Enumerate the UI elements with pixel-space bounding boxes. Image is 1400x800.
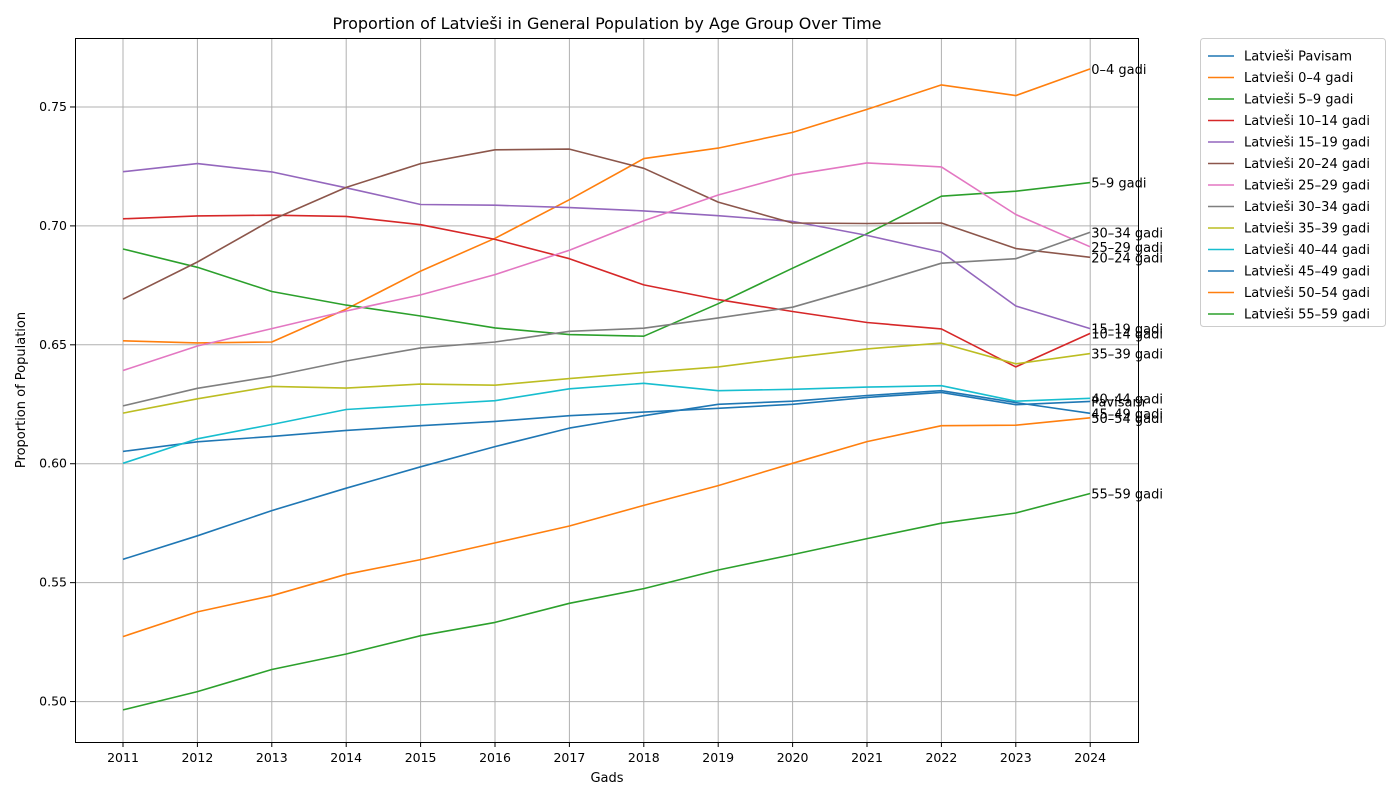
legend-entry-12: Latvieši 55–59 gadi xyxy=(1244,308,1370,323)
y-tick-label: 0.75 xyxy=(39,99,67,114)
legend-entry-10: Latvieši 45–49 gadi xyxy=(1244,265,1370,280)
plot-frame xyxy=(75,38,1139,743)
series-line-8 xyxy=(122,342,1091,414)
grid-lines xyxy=(75,38,1138,742)
x-tick-label: 2022 xyxy=(925,750,957,765)
y-tick-label: 0.50 xyxy=(39,694,67,709)
series-end-label-7: 30–34 gadi xyxy=(1091,226,1163,241)
x-axis-ticks: 2011 2012 2013 2014 2015 2016 2017 2018 2019 2020… xyxy=(107,742,1106,765)
x-tick-label: 2014 xyxy=(330,750,362,765)
series-end-label-9: 40–44 gadi xyxy=(1091,392,1163,407)
series-line-9 xyxy=(122,382,1091,465)
series-end-label-12: 55–59 gadi xyxy=(1091,487,1163,502)
y-tick-label: 0.65 xyxy=(39,337,67,352)
y-tick-label: 0.55 xyxy=(39,575,67,590)
legend-entry-1: Latvieši 0–4 gadi xyxy=(1244,71,1353,86)
series-lines xyxy=(122,68,1091,711)
x-tick-label: 2017 xyxy=(553,750,585,765)
legend-box xyxy=(1200,38,1386,327)
series-end-label-8: 35–39 gadi xyxy=(1091,348,1163,363)
series-line-10 xyxy=(122,389,1091,561)
x-tick-label: 2016 xyxy=(479,750,511,765)
series-end-label-6: 25–29 gadi xyxy=(1091,241,1163,256)
legend-entry-5: Latvieši 20–24 gadi xyxy=(1244,157,1370,172)
series-end-label-5: 20–24 gadi xyxy=(1091,251,1163,266)
legend-entry-3: Latvieši 10–14 gadi xyxy=(1244,114,1370,129)
series-end-label-3: 10–14 gadi xyxy=(1091,327,1163,342)
x-tick-label: 2018 xyxy=(628,750,660,765)
series-line-3 xyxy=(122,214,1091,368)
y-tick-label: 0.70 xyxy=(39,218,67,233)
x-tick-label: 2023 xyxy=(1000,750,1032,765)
series-end-label-10: 45–49 gadi xyxy=(1091,407,1163,422)
series-line-0 xyxy=(122,391,1091,453)
series-line-6 xyxy=(122,162,1091,372)
series-end-label-11: 50–54 gadi xyxy=(1091,412,1163,427)
series-line-4 xyxy=(122,162,1091,330)
series-end-label-4: 15–19 gadi xyxy=(1091,323,1163,338)
series-line-2 xyxy=(122,181,1091,338)
x-axis-title: Gads xyxy=(590,771,623,786)
y-axis-title: Proportion of Population xyxy=(14,312,29,468)
x-tick-label: 2020 xyxy=(777,750,809,765)
x-tick-label: 2024 xyxy=(1074,750,1106,765)
legend-entry-9: Latvieši 40–44 gadi xyxy=(1244,243,1370,258)
legend: Latvieši Pavisam Latvieši 0–4 gadi Latvieš… xyxy=(1200,38,1386,327)
series-line-11 xyxy=(122,417,1091,638)
legend-entry-11: Latvieši 50–54 gadi xyxy=(1244,286,1370,301)
legend-entry-6: Latvieši 25–29 gadi xyxy=(1244,179,1370,194)
legend-entry-8: Latvieši 35–39 gadi xyxy=(1244,222,1370,237)
x-tick-label: 2015 xyxy=(405,750,437,765)
chart-title: Proportion of Latvieši in General Popula… xyxy=(333,14,882,33)
x-tick-label: 2021 xyxy=(851,750,883,765)
series-end-label-2: 5–9 gadi xyxy=(1091,177,1146,192)
legend-entry-2: Latvieši 5–9 gadi xyxy=(1244,93,1353,108)
x-tick-label: 2013 xyxy=(256,750,288,765)
y-axis-ticks: 0.50 0.55 0.60 0.65 0.70 0.75 xyxy=(39,99,75,709)
y-tick-label: 0.60 xyxy=(39,456,67,471)
series-line-12 xyxy=(122,492,1091,711)
x-tick-label: 2019 xyxy=(702,750,734,765)
x-tick-label: 2012 xyxy=(181,750,213,765)
series-line-5 xyxy=(122,148,1091,300)
series-end-label-1: 0–4 gadi xyxy=(1091,63,1146,78)
legend-entry-7: Latvieši 30–34 gadi xyxy=(1244,200,1370,215)
series-line-7 xyxy=(122,231,1091,407)
series-end-label-0: Pavisam xyxy=(1091,395,1145,410)
legend-entry-4: Latvieši 15–19 gadi xyxy=(1244,136,1370,151)
legend-entry-0: Latvieši Pavisam xyxy=(1244,50,1352,65)
series-line-1 xyxy=(122,68,1091,344)
x-tick-label: 2011 xyxy=(107,750,139,765)
